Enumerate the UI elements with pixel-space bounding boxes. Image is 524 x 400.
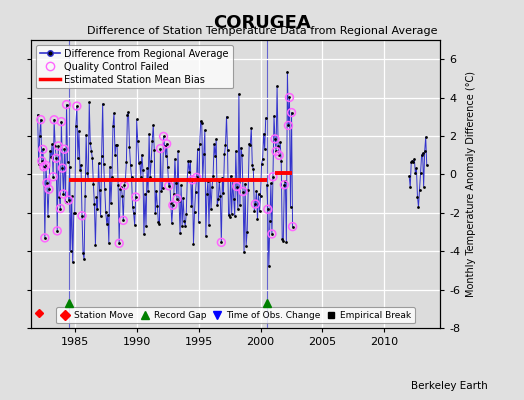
Point (64, 197, 73, 203)
Point (156, 145, 165, 152)
Point (41, 235, 49, 241)
Point (280, 182, 289, 188)
Point (272, 148, 280, 154)
Point (60, 146, 69, 152)
Point (287, 109, 296, 116)
Point (188, 176, 196, 183)
Point (271, 136, 279, 142)
Point (169, 202, 177, 208)
Point (54, 143, 62, 149)
Point (73, 103, 81, 109)
Point (275, 152, 283, 158)
Point (132, 194, 140, 200)
Point (120, 182, 128, 189)
Point (233, 183, 241, 190)
Point (57, 118, 66, 125)
Point (159, 133, 168, 140)
Point (288, 224, 297, 230)
Point (39, 146, 47, 152)
Point (217, 239, 225, 246)
Legend: Station Move, Record Gap, Time of Obs. Change, Empirical Break: Station Move, Record Gap, Time of Obs. C… (57, 307, 415, 324)
Point (50, 116, 58, 123)
Point (62, 101, 71, 108)
Point (78, 212, 86, 219)
Point (115, 240, 123, 246)
Point (59, 191, 68, 197)
Point (43, 180, 51, 186)
Point (269, 174, 277, 180)
Point (284, 122, 292, 129)
Point (38, 158, 46, 164)
Point (173, 196, 181, 202)
Point (52, 155, 60, 162)
Point (239, 188, 247, 195)
Point (264, 206, 272, 212)
Y-axis label: Monthly Temperature Anomaly Difference (°C): Monthly Temperature Anomaly Difference (… (466, 71, 476, 297)
Point (45, 186, 53, 192)
Point (192, 174, 201, 181)
Point (119, 217, 127, 224)
Point (42, 162, 50, 168)
Point (165, 182, 173, 189)
Point (285, 94, 293, 101)
Point (162, 140, 171, 147)
Point (37, 116, 45, 123)
Point (56, 205, 64, 212)
Text: CORUGEA: CORUGEA (213, 14, 311, 32)
Point (251, 201, 259, 207)
Point (268, 231, 276, 237)
Text: Difference of Station Temperature Data from Regional Average: Difference of Station Temperature Data f… (87, 26, 437, 36)
Point (53, 228, 61, 234)
Point (40, 164, 48, 170)
Text: Berkeley Earth: Berkeley Earth (411, 381, 487, 391)
Point (49, 174, 57, 180)
Point (58, 165, 67, 171)
